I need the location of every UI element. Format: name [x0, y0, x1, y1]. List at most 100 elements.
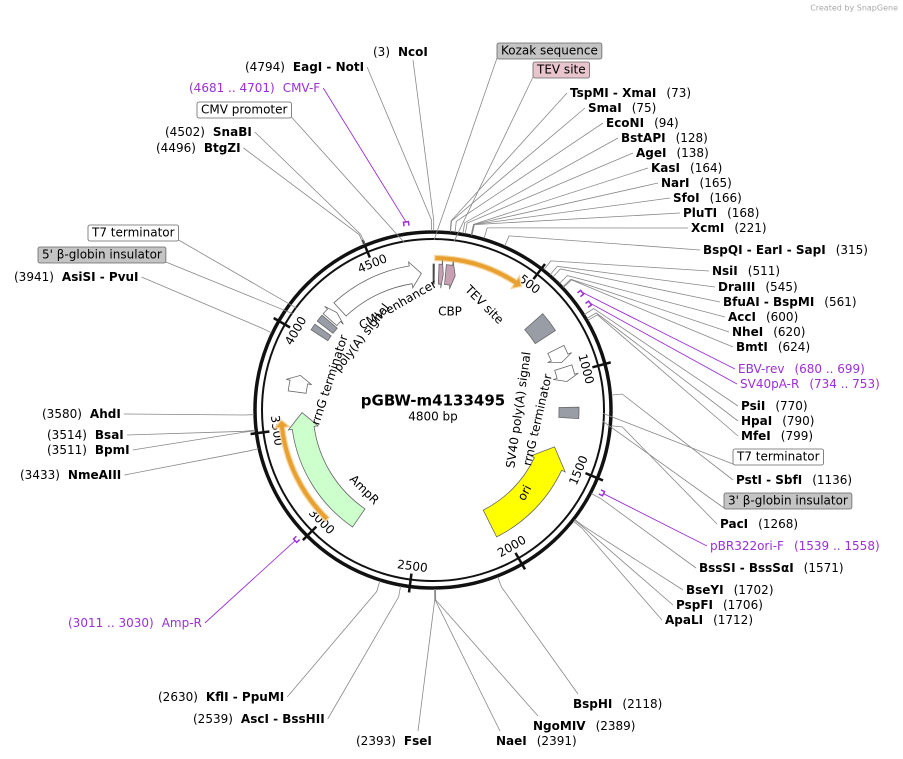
- rrng-arrow: [547, 344, 572, 364]
- site-label: (3433) NmeAIII: [20, 468, 121, 482]
- site-leader: [286, 580, 381, 698]
- site-position: (4502): [165, 125, 205, 139]
- site-label: AgeI (138): [636, 146, 709, 160]
- enzyme-name: PsiI: [741, 399, 765, 413]
- enzyme-name: MfeI: [741, 429, 771, 443]
- site-label: BspQI - EarI - SapI (315): [703, 243, 868, 257]
- credit: Created by SnapGene: [810, 4, 898, 13]
- site-leader: [435, 588, 539, 717]
- site-label: AccI (600): [728, 310, 798, 324]
- enzyme-name: TspMI - XmaI: [570, 86, 656, 100]
- primer-name: pBR322ori-F: [710, 539, 784, 553]
- ruler-tick: [361, 239, 372, 259]
- site-leader: [584, 308, 739, 407]
- enzyme-name: SfoI: [673, 191, 700, 205]
- site-position: (165): [700, 176, 732, 190]
- orf-arc: [435, 256, 521, 288]
- primer-name: EBV-rev: [738, 362, 784, 376]
- callout-box: [196, 101, 292, 119]
- primer-leader: [581, 291, 736, 370]
- feature-callout: CMV promoter: [196, 101, 405, 243]
- site-label: BstAPI (128): [621, 131, 708, 145]
- callout-box: [37, 246, 167, 264]
- site-position: (1268): [758, 517, 798, 531]
- site-position: (3514): [47, 428, 87, 442]
- site-position: (624): [778, 340, 810, 354]
- enzyme-name: BtgZI: [204, 141, 241, 155]
- site-leader: [483, 227, 689, 239]
- ruler-label: 2500: [396, 557, 428, 575]
- enzyme-name: KflI - PpuMI: [206, 690, 284, 704]
- primer-label: (3011 .. 3030) Amp-R: [68, 616, 202, 630]
- insulator-box: [310, 323, 332, 342]
- feature-callout: T7 terminator: [87, 224, 297, 309]
- backbone-inner: [261, 238, 605, 582]
- plasmid-name: pGBW-m4133495: [361, 392, 505, 410]
- site-leader: [470, 167, 649, 236]
- site-leader: [504, 235, 701, 251]
- site-position: (799): [781, 429, 813, 443]
- site-position: (94): [654, 116, 679, 130]
- primer-range: (680 .. 699): [794, 362, 864, 376]
- site-position: (3): [373, 45, 390, 59]
- site-position: (315): [836, 243, 868, 257]
- polya-arrow: [322, 305, 344, 327]
- enzyme-name: NcoI: [398, 45, 428, 59]
- primer-mark: [585, 300, 593, 308]
- site-position: (168): [727, 206, 759, 220]
- feature-label: ori: [515, 483, 535, 503]
- site-label: PsiI (770): [741, 399, 808, 413]
- site-label: PstI - SbfI (1136): [736, 473, 852, 487]
- primer-mark: [598, 489, 606, 497]
- site-leader: [591, 493, 697, 569]
- enzyme-name: XcmI: [691, 221, 724, 235]
- site-label: BssSI - BssSαI (1571): [699, 561, 844, 575]
- site-leader: [412, 59, 435, 231]
- site-label: (3941) AsiSI - PvuI: [14, 270, 139, 284]
- site-label: ApaLI (1712): [665, 613, 753, 627]
- enzyme-name: NsiI: [712, 264, 738, 278]
- site-label: HpaI (790): [741, 414, 814, 428]
- site-label: (4794) EagI - NotI: [245, 60, 364, 74]
- enzyme-name: BseYI: [686, 583, 724, 597]
- site-leader: [417, 588, 436, 732]
- site-position: (4496): [156, 141, 196, 155]
- primer-range: (3011 .. 3030): [68, 616, 154, 630]
- site-label: MfeI (799): [741, 429, 813, 443]
- site-position: (128): [676, 131, 708, 145]
- cbp-arrow: [437, 260, 444, 289]
- ruler-tick: [302, 525, 318, 541]
- site-position: (2393): [356, 734, 396, 748]
- site-label: (3) NcoI: [373, 45, 428, 59]
- callout-box: [87, 224, 179, 242]
- enzyme-name: NmeAIII: [68, 468, 121, 482]
- site-label: PacI (1268): [720, 517, 798, 531]
- enzyme-name: PspFI: [676, 598, 713, 612]
- site-leader: [254, 131, 366, 245]
- orf-arc: [276, 420, 329, 521]
- ruler-tick: [592, 361, 612, 369]
- site-leader: [497, 576, 579, 695]
- kozak-box: [432, 263, 435, 285]
- enzyme-name: AhdI: [90, 407, 121, 421]
- site-leader: [132, 430, 256, 451]
- site-position: (1702): [734, 583, 774, 597]
- callout-leader: [433, 57, 498, 241]
- callout-label: Kozak sequence: [501, 44, 598, 58]
- enzyme-name: NgoMIV: [533, 719, 586, 733]
- enzyme-name: DraIII: [718, 280, 755, 294]
- callout-label: 5' β-globin insulator: [42, 248, 162, 262]
- site-leader: [574, 518, 684, 591]
- site-position: (1571): [804, 561, 844, 575]
- enzyme-name: HpaI: [741, 414, 772, 428]
- site-position: (2391): [537, 734, 577, 748]
- enzyme-name: ApaLI: [665, 613, 703, 627]
- site-position: (600): [766, 310, 798, 324]
- enzyme-name: SmaI: [588, 101, 622, 115]
- callout-leader: [178, 239, 297, 309]
- site-label: PspFI (1706): [676, 598, 763, 612]
- site-leader: [450, 107, 586, 232]
- rrng-arrow: [553, 364, 579, 382]
- enzyme-name: FseI: [404, 734, 432, 748]
- enzyme-name: BpmI: [95, 443, 130, 457]
